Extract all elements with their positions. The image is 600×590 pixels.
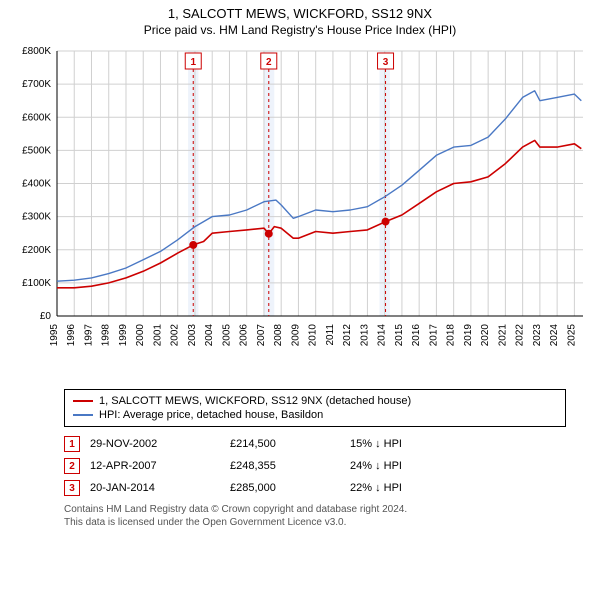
footer-licence: This data is licensed under the Open Gov… (64, 516, 566, 529)
svg-text:1: 1 (190, 57, 196, 68)
svg-text:2005: 2005 (221, 324, 232, 347)
svg-text:£800K: £800K (22, 46, 51, 57)
sale-hpi-delta: 22% ↓ HPI (350, 482, 470, 494)
legend-label: 1, SALCOTT MEWS, WICKFORD, SS12 9NX (det… (99, 395, 411, 407)
sale-date: 29-NOV-2002 (90, 438, 220, 450)
svg-text:2009: 2009 (290, 324, 301, 347)
svg-text:£300K: £300K (22, 212, 51, 223)
svg-text:1996: 1996 (66, 324, 77, 347)
sales-row: 2 12-APR-2007 £248,355 24% ↓ HPI (64, 455, 566, 477)
legend: 1, SALCOTT MEWS, WICKFORD, SS12 9NX (det… (64, 389, 566, 427)
chart-area: £0 £100K £200K £300K £400K £500K £600K £700K £80… (5, 43, 595, 383)
svg-text:2018: 2018 (446, 324, 457, 347)
legend-swatch (73, 414, 93, 416)
svg-text:2016: 2016 (411, 324, 422, 347)
svg-text:2011: 2011 (325, 324, 336, 346)
chart-subtitle: Price paid vs. HM Land Registry's House … (4, 23, 596, 37)
svg-text:£400K: £400K (22, 179, 51, 190)
svg-text:£700K: £700K (22, 79, 51, 90)
svg-text:1995: 1995 (49, 324, 60, 347)
legend-item: HPI: Average price, detached house, Basi… (73, 408, 557, 422)
svg-text:2: 2 (266, 57, 272, 68)
svg-text:2010: 2010 (308, 324, 319, 347)
sale-price: £248,355 (230, 460, 340, 472)
sale-hpi-delta: 24% ↓ HPI (350, 460, 470, 472)
legend-swatch (73, 400, 93, 402)
svg-text:2017: 2017 (428, 324, 439, 347)
sales-row: 1 29-NOV-2002 £214,500 15% ↓ HPI (64, 433, 566, 455)
svg-text:3: 3 (383, 57, 389, 68)
sale-price: £285,000 (230, 482, 340, 494)
svg-text:2004: 2004 (204, 324, 215, 347)
svg-text:2008: 2008 (273, 324, 284, 347)
svg-text:2023: 2023 (532, 324, 543, 347)
sale-date: 12-APR-2007 (90, 460, 220, 472)
svg-text:2001: 2001 (152, 324, 163, 347)
svg-text:2000: 2000 (135, 324, 146, 347)
svg-text:2024: 2024 (549, 324, 560, 347)
footer: Contains HM Land Registry data © Crown c… (64, 503, 566, 529)
svg-text:£100K: £100K (22, 278, 51, 289)
sale-price: £214,500 (230, 438, 340, 450)
legend-label: HPI: Average price, detached house, Basi… (99, 409, 323, 421)
sales-table: 1 29-NOV-2002 £214,500 15% ↓ HPI 2 12-APR-200… (64, 433, 566, 499)
line-chart-svg: £0 £100K £200K £300K £400K £500K £600K £700K £80… (5, 43, 595, 383)
svg-text:£200K: £200K (22, 245, 51, 256)
sale-marker-box: 2 (64, 458, 80, 474)
svg-text:£0: £0 (40, 311, 52, 322)
svg-text:2003: 2003 (187, 324, 198, 347)
sale-date: 20-JAN-2014 (90, 482, 220, 494)
legend-item: 1, SALCOTT MEWS, WICKFORD, SS12 9NX (det… (73, 394, 557, 408)
chart-title: 1, SALCOTT MEWS, WICKFORD, SS12 9NX (4, 6, 596, 21)
svg-text:2006: 2006 (239, 324, 250, 347)
svg-text:1997: 1997 (83, 324, 94, 347)
svg-text:1999: 1999 (118, 324, 129, 347)
footer-copyright: Contains HM Land Registry data © Crown c… (64, 503, 566, 516)
sale-hpi-delta: 15% ↓ HPI (350, 438, 470, 450)
svg-text:2025: 2025 (566, 324, 577, 347)
svg-text:£500K: £500K (22, 145, 51, 156)
svg-text:2014: 2014 (377, 324, 388, 347)
svg-text:£600K: £600K (22, 112, 51, 123)
svg-text:2015: 2015 (394, 324, 405, 347)
svg-text:2022: 2022 (515, 324, 526, 347)
svg-text:1998: 1998 (101, 324, 112, 347)
svg-text:2013: 2013 (359, 324, 370, 347)
sale-marker-box: 3 (64, 480, 80, 496)
svg-text:2020: 2020 (480, 324, 491, 347)
svg-text:2019: 2019 (463, 324, 474, 347)
svg-text:2021: 2021 (497, 324, 508, 347)
sale-marker-box: 1 (64, 436, 80, 452)
svg-text:2002: 2002 (170, 324, 181, 347)
svg-text:2012: 2012 (342, 324, 353, 347)
svg-text:2007: 2007 (256, 324, 267, 347)
sales-row: 3 20-JAN-2014 £285,000 22% ↓ HPI (64, 477, 566, 499)
